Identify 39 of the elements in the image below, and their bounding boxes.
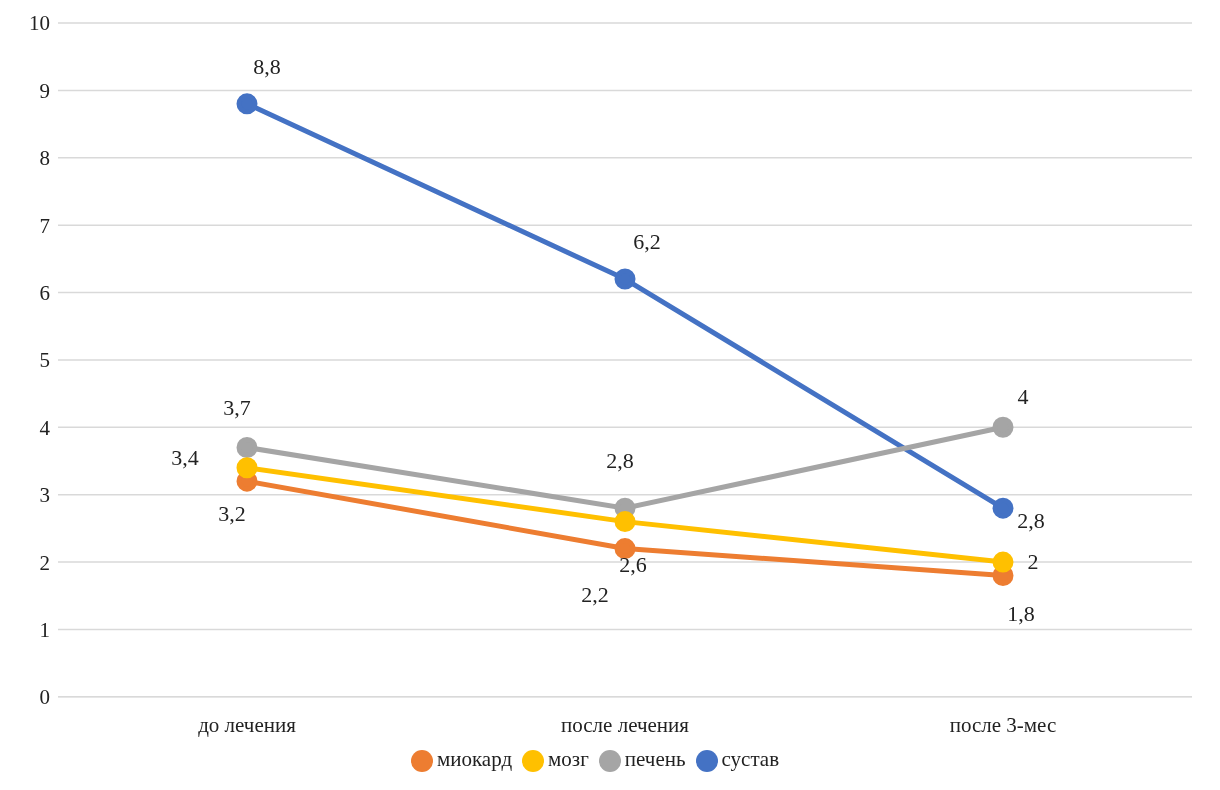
data-label: 3,2 <box>218 501 246 527</box>
y-tick-label: 4 <box>39 415 51 440</box>
data-label: 2 <box>1027 549 1039 575</box>
data-label: 1,8 <box>1007 600 1035 626</box>
data-label: 2,8 <box>1017 508 1045 534</box>
data-label: 8,8 <box>253 53 281 79</box>
legend-label: мозг <box>548 746 589 771</box>
y-tick-label: 3 <box>39 483 50 508</box>
y-tick-label: 9 <box>39 78 50 103</box>
point <box>992 416 1014 438</box>
point <box>992 497 1014 519</box>
point <box>236 457 258 479</box>
point <box>614 511 636 533</box>
point <box>992 551 1014 573</box>
data-label: 2,6 <box>619 551 647 577</box>
x-tick-label: до лечения <box>198 712 297 737</box>
y-tick-label: 8 <box>39 146 50 171</box>
y-tick-label: 1 <box>39 617 50 642</box>
legend-label: печень <box>624 746 686 771</box>
legend-label: миокард <box>436 746 513 771</box>
x-tick-label: после 3-мес <box>949 712 1057 737</box>
data-label: 4 <box>1017 384 1029 410</box>
data-label: 6,2 <box>633 229 661 255</box>
data-label: 2,2 <box>581 581 609 607</box>
point <box>614 538 636 560</box>
y-tick-label: 0 <box>39 685 50 710</box>
y-tick-label: 5 <box>39 348 50 373</box>
point <box>614 268 636 290</box>
point <box>236 93 258 115</box>
y-tick-label: 10 <box>29 11 50 36</box>
point <box>236 437 258 458</box>
y-tick-label: 6 <box>39 280 50 305</box>
data-label: 2,8 <box>606 448 634 474</box>
y-tick-label: 7 <box>39 213 50 238</box>
data-label: 3,4 <box>171 444 199 470</box>
x-tick-label: после лечения <box>561 712 690 737</box>
data-label: 3,7 <box>223 394 251 420</box>
legend-label: сустав <box>721 746 780 771</box>
y-tick-label: 2 <box>39 550 50 575</box>
